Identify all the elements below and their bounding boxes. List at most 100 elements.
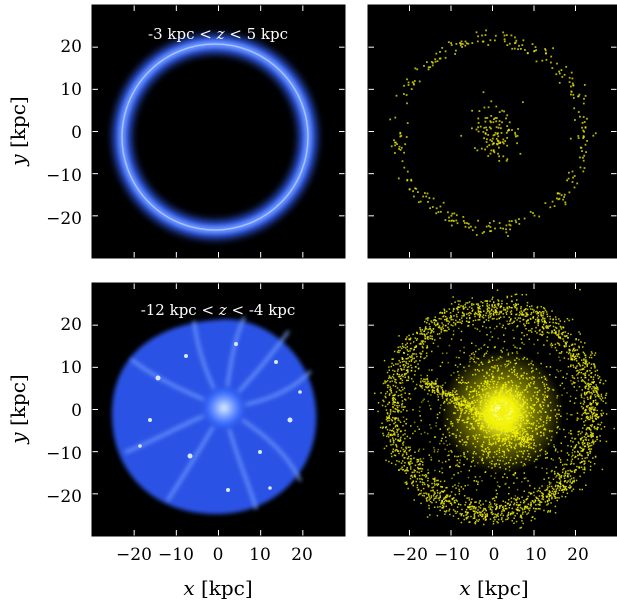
star-particle — [573, 481, 575, 483]
star-particle — [508, 421, 510, 424]
star-particle — [579, 488, 581, 491]
star-particle — [495, 420, 497, 423]
star-particle — [425, 474, 427, 476]
star-particle — [572, 348, 575, 351]
star-particle — [449, 398, 452, 401]
star-particle — [501, 415, 503, 417]
star-particle — [535, 397, 537, 399]
star-particle — [472, 517, 475, 520]
star-particle — [440, 485, 442, 488]
star-particle — [584, 445, 587, 447]
star-particle — [451, 397, 453, 399]
star-particle — [492, 396, 494, 398]
star-particle — [486, 419, 488, 422]
star-particle — [496, 421, 499, 423]
star-particle — [463, 455, 465, 457]
star-particle — [493, 380, 496, 383]
star-particle — [403, 346, 405, 348]
star-particle — [473, 356, 476, 358]
star-particle — [596, 438, 598, 441]
star-particle — [524, 430, 527, 433]
star-particle — [505, 391, 507, 393]
star-particle — [425, 318, 427, 320]
star-particle — [494, 412, 497, 414]
star-particle — [430, 495, 433, 497]
star-particle — [495, 463, 497, 465]
star-particle — [554, 485, 557, 488]
star-particle — [527, 508, 530, 510]
star-particle — [460, 305, 462, 307]
star-particle — [562, 198, 564, 201]
star-particle — [474, 438, 476, 440]
star-particle — [575, 338, 577, 341]
star-particle — [459, 300, 461, 302]
star-particle — [435, 501, 437, 503]
star-particle — [478, 370, 480, 372]
star-particle — [457, 485, 459, 487]
star-particle — [496, 450, 498, 452]
star-particle — [489, 425, 492, 427]
star-particle — [397, 419, 399, 421]
star-particle — [453, 321, 455, 324]
star-particle — [443, 330, 446, 332]
star-particle — [500, 397, 502, 399]
star-particle — [438, 497, 441, 499]
star-particle — [374, 392, 376, 395]
star-particle — [465, 410, 467, 412]
x-tick-label: 0 — [213, 545, 224, 565]
y-tick-labels-top: 20 10 0 −10 −20 — [46, 37, 82, 229]
star-particle — [539, 508, 541, 510]
star-particle — [500, 518, 503, 521]
star-particle — [429, 441, 431, 443]
star-particle — [501, 403, 503, 405]
star-particle — [584, 95, 587, 97]
star-particle — [395, 417, 397, 419]
star-particle — [481, 409, 483, 411]
star-particle — [501, 391, 503, 393]
star-particle — [522, 439, 525, 442]
star-particle — [516, 325, 518, 328]
star-particle — [527, 444, 530, 447]
star-particle — [384, 380, 386, 382]
star-particle — [518, 443, 520, 445]
star-particle — [499, 420, 501, 422]
star-particle — [412, 481, 414, 483]
star-particle — [498, 394, 501, 396]
star-particle — [456, 222, 459, 225]
star-particle — [496, 405, 498, 408]
star-particle — [409, 461, 411, 463]
star-particle — [496, 438, 498, 440]
star-particle — [544, 317, 546, 320]
star-particle — [570, 460, 573, 462]
star-particle — [441, 322, 443, 324]
star-particle — [555, 330, 557, 333]
star-particle — [492, 406, 495, 409]
star-particle — [497, 402, 499, 404]
star-particle — [506, 391, 508, 393]
star-particle — [589, 410, 591, 412]
star-particle — [456, 463, 458, 466]
star-particle — [472, 303, 475, 306]
star-particle — [467, 484, 469, 486]
star-particle — [527, 455, 529, 458]
star-particle — [478, 502, 480, 504]
star-particle — [507, 436, 509, 439]
star-particle — [520, 367, 523, 370]
star-particle — [430, 456, 432, 459]
star-particle — [487, 399, 489, 402]
star-particle — [510, 416, 513, 418]
star-particle — [577, 137, 580, 139]
star-particle — [494, 441, 497, 443]
star-particle — [486, 514, 489, 517]
star-particle — [515, 395, 517, 397]
star-particle — [504, 483, 506, 485]
star-particle — [460, 405, 462, 407]
star-particle — [530, 313, 532, 316]
star-particle — [481, 513, 483, 515]
star-particle — [466, 421, 468, 424]
star-particle — [392, 450, 394, 453]
star-particle — [594, 407, 596, 409]
star-particle — [480, 427, 482, 429]
star-particle — [429, 332, 432, 334]
star-particle — [510, 438, 513, 440]
